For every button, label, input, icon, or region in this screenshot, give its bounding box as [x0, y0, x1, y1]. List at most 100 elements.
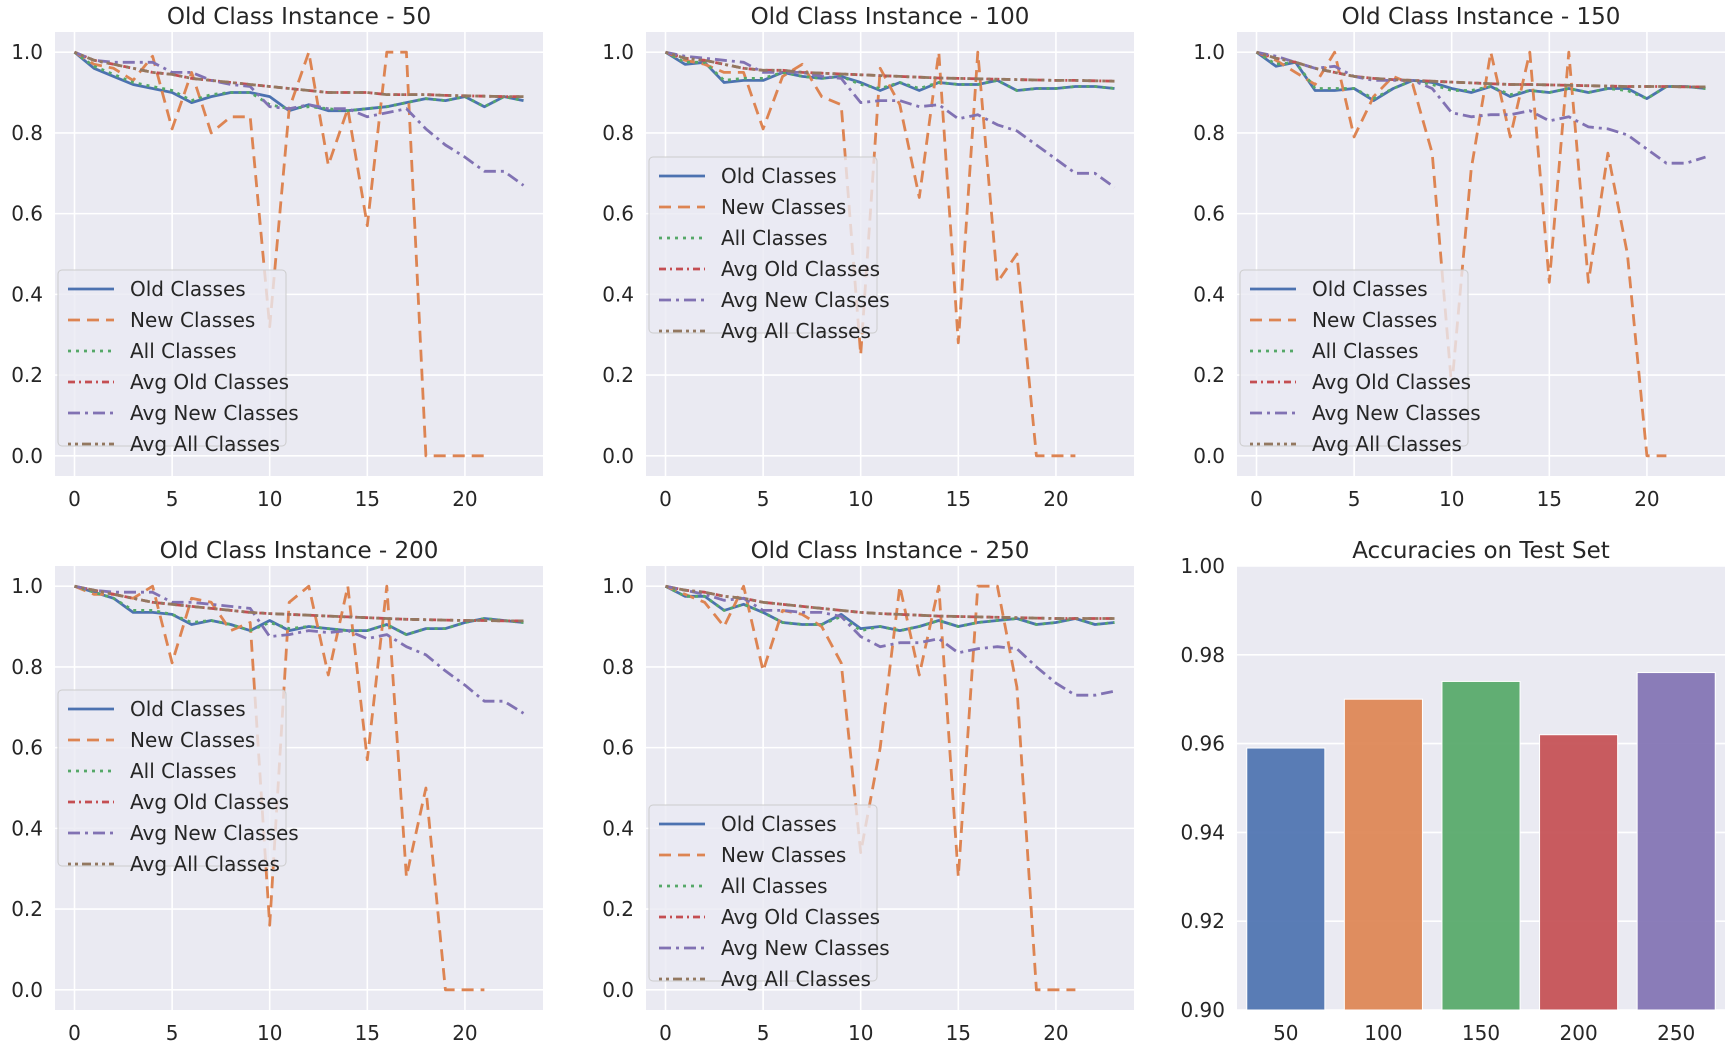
legend: Old Classes New Classes All Classes Avg Old… [648, 804, 890, 991]
y-tick-label: 0.0 [11, 978, 43, 1002]
legend-entry: Avg All Classes [721, 319, 871, 343]
legend-entry: Avg All Classes [130, 432, 280, 456]
y-tick-label: 1.00 [1180, 554, 1225, 578]
chart-title: Old Class Instance - 100 [751, 4, 1030, 30]
series-line-old-classes [74, 584, 524, 636]
legend-entry: All Classes [721, 874, 828, 898]
y-tick-label: 0.92 [1180, 909, 1225, 933]
y-tick-label: 0.6 [602, 736, 634, 760]
x-tick-label: 15 [946, 487, 971, 511]
y-tick-label: 1.0 [602, 574, 634, 598]
legend-entry: Old Classes [130, 277, 246, 301]
y-tick-label: 0.0 [602, 978, 634, 1002]
legend-entry: Avg Old Classes [721, 905, 880, 929]
x-tick-label: 10 [257, 487, 282, 511]
x-tick-label: 15 [1537, 487, 1562, 511]
x-tick-label: 15 [946, 1021, 971, 1045]
legend-entry: Avg Old Classes [1312, 370, 1471, 394]
legend-entry: Old Classes [1312, 277, 1428, 301]
x-tick-label: 0 [659, 1021, 672, 1045]
legend-entry: Old Classes [721, 164, 837, 188]
x-tick-label: 20 [452, 487, 477, 511]
legend-entry: All Classes [130, 759, 237, 783]
y-tick-label: 0.4 [602, 282, 634, 306]
series-line-avg-old-classes [1256, 50, 1706, 89]
legend-entry: Avg Old Classes [130, 790, 289, 814]
legend-entry: New Classes [721, 195, 846, 219]
x-tick-label: 100 [1364, 1021, 1402, 1045]
y-tick-label: 0.6 [11, 736, 43, 760]
x-tick-label: 0 [1250, 487, 1263, 511]
legend-entry: New Classes [721, 843, 846, 867]
x-tick-label: 15 [355, 487, 380, 511]
chart-title: Old Class Instance - 200 [160, 538, 439, 564]
x-tick-label: 20 [1043, 1021, 1068, 1045]
legend-frame [57, 689, 287, 867]
series-line-avg-all-classes [665, 50, 1115, 83]
y-tick-label: 1.0 [11, 40, 43, 64]
legend-frame [648, 156, 878, 334]
legend-frame [57, 269, 287, 447]
x-tick-label: 10 [848, 1021, 873, 1045]
y-tick-label: 0.96 [1180, 732, 1225, 756]
x-tick-label: 0 [659, 487, 672, 511]
y-tick-label: 0.4 [11, 816, 43, 840]
y-tick-label: 0.8 [602, 121, 634, 145]
y-tick-label: 1.0 [1193, 40, 1225, 64]
legend-entry: All Classes [130, 339, 237, 363]
legend-entry: All Classes [721, 226, 828, 250]
y-tick-label: 1.0 [11, 574, 43, 598]
y-tick-label: 0.98 [1180, 643, 1225, 667]
bar-50 [1246, 747, 1326, 1011]
x-tick-label: 5 [1348, 487, 1361, 511]
subplot-4: Old Class Instance - 200 0.0 0.2 0.4 0.6 0.8 1… [11, 538, 543, 1045]
x-tick-label: 0 [68, 1021, 81, 1045]
y-tick-label: 0.0 [1193, 444, 1225, 468]
series-line-avg-old-classes [665, 584, 1115, 620]
x-tick-label: 15 [355, 1021, 380, 1045]
series-line-all-classes [74, 584, 524, 636]
chart-title: Old Class Instance - 150 [1342, 4, 1621, 30]
y-tick-label: 0.8 [1193, 121, 1225, 145]
y-tick-label: 0.8 [602, 655, 634, 679]
legend-entry: Avg New Classes [721, 936, 890, 960]
subplot-6: Accuracies on Test Set 0.90 0.92 0.94 0.96 0.… [1180, 538, 1725, 1045]
y-tick-label: 0.6 [602, 202, 634, 226]
y-tick-label: 0.2 [11, 897, 43, 921]
legend-entry: Old Classes [130, 697, 246, 721]
y-tick-label: 1.0 [602, 40, 634, 64]
legend-entry: New Classes [1312, 308, 1437, 332]
y-tick-label: 0.2 [602, 897, 634, 921]
legend: Old Classes New Classes All Classes Avg Old… [57, 689, 299, 876]
y-tick-label: 0.6 [11, 202, 43, 226]
x-tick-label: 10 [1439, 487, 1464, 511]
series-line-avg-all-classes [665, 584, 1115, 620]
y-tick-label: 0.8 [11, 121, 43, 145]
y-tick-label: 0.4 [1193, 282, 1225, 306]
legend: Old Classes New Classes All Classes Avg Old… [648, 156, 890, 343]
legend: Old Classes New Classes All Classes Avg Old… [1239, 269, 1481, 456]
x-tick-label: 5 [757, 1021, 770, 1045]
bar-250 [1636, 672, 1716, 1011]
y-tick-label: 0.0 [602, 444, 634, 468]
legend-entry: Avg New Classes [130, 401, 299, 425]
y-tick-label: 0.2 [11, 363, 43, 387]
legend-entry: Avg New Classes [721, 288, 890, 312]
subplot-1: Old Class Instance - 50 0.0 0.2 0.4 0.6 0.8 1.… [11, 4, 543, 511]
x-tick-label: 10 [257, 1021, 282, 1045]
x-tick-label: 5 [166, 1021, 179, 1045]
y-tick-label: 0.2 [1193, 363, 1225, 387]
bar-150 [1441, 680, 1521, 1011]
legend-entry: Avg All Classes [721, 967, 871, 991]
series-line-all-classes [664, 50, 1115, 92]
legend-entry: New Classes [130, 308, 255, 332]
legend-entry: All Classes [1312, 339, 1419, 363]
chart-title: Old Class Instance - 50 [167, 4, 431, 30]
series-line-all-classes [73, 51, 524, 113]
x-tick-label: 20 [1043, 487, 1068, 511]
legend-entry: Avg New Classes [1312, 401, 1481, 425]
series-line-all-classes [664, 584, 1115, 632]
y-tick-label: 0.94 [1180, 820, 1225, 844]
x-tick-label: 10 [848, 487, 873, 511]
